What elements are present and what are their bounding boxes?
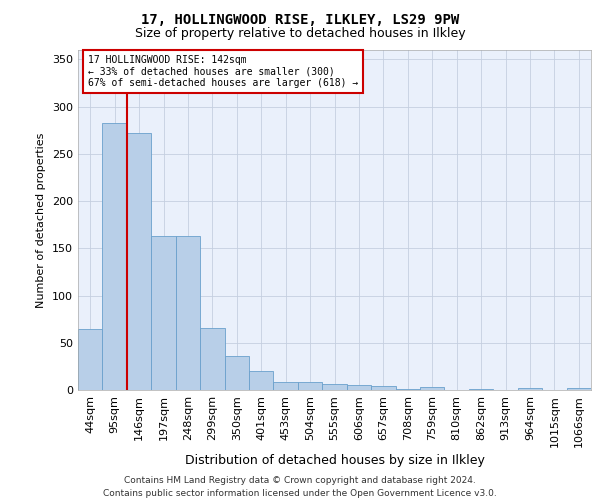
Bar (127, 133, 151, 390)
Bar (347, 386, 371, 390)
Text: Size of property relative to detached houses in Ilkley: Size of property relative to detached ho… (134, 28, 466, 40)
Bar (420, 387, 445, 390)
Bar (103, 122, 127, 390)
Text: Contains public sector information licensed under the Open Government Licence v3: Contains public sector information licen… (103, 489, 497, 498)
Bar (298, 382, 322, 390)
Bar (176, 236, 200, 390)
Bar (249, 371, 274, 390)
Text: 17 HOLLINGWOOD RISE: 142sqm
← 33% of detached houses are smaller (300)
67% of se: 17 HOLLINGWOOD RISE: 142sqm ← 33% of det… (88, 55, 359, 88)
X-axis label: Distribution of detached houses by size in Ilkley: Distribution of detached houses by size … (185, 454, 484, 466)
Bar (200, 328, 224, 390)
Bar (78, 328, 103, 390)
Bar (518, 388, 542, 390)
Bar (151, 236, 176, 390)
Text: 17, HOLLINGWOOD RISE, ILKLEY, LS29 9PW: 17, HOLLINGWOOD RISE, ILKLEY, LS29 9PW (141, 12, 459, 26)
Bar (566, 388, 591, 390)
Text: Contains HM Land Registry data © Crown copyright and database right 2024.: Contains HM Land Registry data © Crown c… (124, 476, 476, 485)
Bar (274, 382, 298, 390)
Bar (371, 386, 395, 390)
Y-axis label: Number of detached properties: Number of detached properties (37, 132, 46, 308)
Bar (469, 389, 493, 390)
Bar (224, 356, 249, 390)
Bar (395, 389, 420, 390)
Bar (322, 384, 347, 390)
